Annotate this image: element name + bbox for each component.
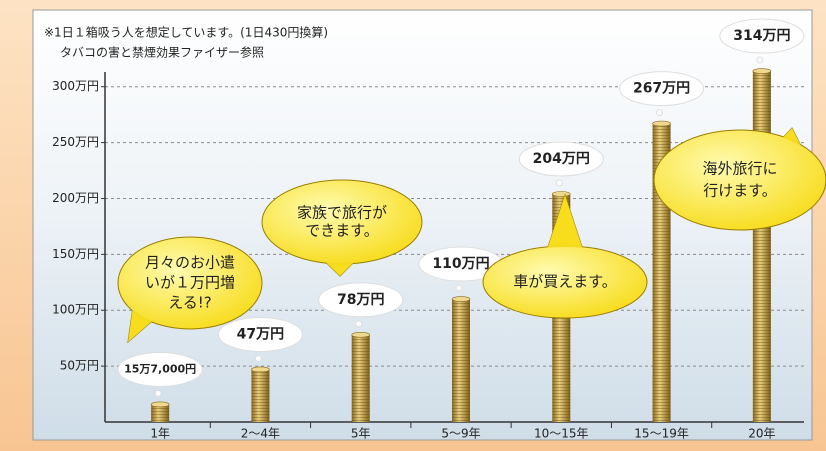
value-label: 314万円: [733, 28, 790, 44]
coin-top: [552, 192, 570, 197]
note: タバコの害と禁煙効果ファイザー参照: [60, 45, 264, 60]
callout-text: える!?: [168, 294, 212, 312]
label-cloud-tail: [757, 57, 763, 63]
chart: ※1日１箱吸う人を想定しています。(1日430円換算) タバコの害と禁煙効果ファ…: [0, 0, 826, 451]
label-cloud-tail: [556, 180, 562, 186]
coin-stripes: [753, 71, 771, 422]
value-label: 78万円: [337, 292, 384, 308]
callout-text: 家族で旅行が: [297, 204, 387, 222]
coin-top: [452, 297, 470, 302]
callout-cover: [655, 131, 825, 229]
x-tick-label: 1年: [150, 427, 170, 441]
page: {"chart_data": { "type": "bar", "notes":…: [0, 0, 826, 451]
y-tick-label: 250万円: [52, 135, 99, 149]
coin-top: [151, 402, 169, 407]
x-tick-label: 5年: [351, 427, 371, 441]
label-cloud-tail: [255, 355, 261, 361]
coin-stripes: [352, 335, 370, 422]
label-cloud-tail: [657, 110, 663, 116]
coin-top: [251, 367, 269, 372]
label-cloud-tail: [155, 390, 161, 396]
value-label: 15万7,000円: [124, 362, 196, 375]
y-tick-label: 50万円: [60, 359, 99, 373]
y-tick-label: 300万円: [52, 79, 99, 93]
x-tick-label: 10〜15年: [534, 427, 589, 441]
callout-text: いが１万円増: [145, 274, 235, 292]
callout-text: 車が買えます。: [513, 273, 617, 291]
coin-top: [753, 69, 771, 74]
callout-text: できます。: [305, 222, 379, 240]
label-cloud-tail: [356, 321, 362, 327]
callout-text: 海外旅行に: [702, 160, 777, 178]
coin-stripes: [452, 299, 470, 422]
value-label: 110万円: [432, 256, 489, 272]
coin-top: [352, 332, 370, 337]
callout-text: 行けます。: [703, 182, 777, 200]
note: ※1日１箱吸う人を想定しています。(1日430円換算): [44, 25, 328, 40]
value-label: 267万円: [633, 81, 690, 97]
y-tick-label: 200万円: [52, 191, 99, 205]
label-cloud-tail: [456, 285, 462, 291]
y-tick-label: 150万円: [52, 247, 99, 261]
x-tick-label: 20年: [748, 427, 775, 441]
value-label: 47万円: [237, 326, 284, 342]
callout-text: 月々のお小遣: [145, 254, 235, 272]
y-tick-label: 100万円: [52, 303, 99, 317]
value-label: 204万円: [533, 151, 590, 167]
x-tick-label: 15〜19年: [634, 427, 689, 441]
x-tick-label: 2〜4年: [241, 427, 280, 441]
coin-top: [653, 121, 671, 126]
x-tick-label: 5〜9年: [441, 427, 480, 441]
coin-stripes: [251, 369, 269, 422]
